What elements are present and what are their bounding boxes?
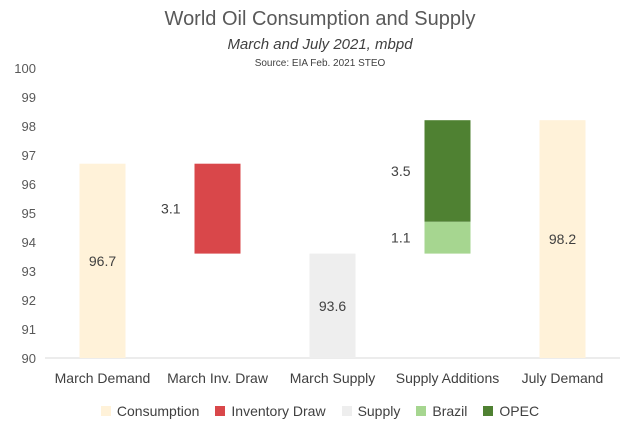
legend-label: OPEC bbox=[499, 403, 540, 419]
legend-swatch bbox=[215, 406, 226, 416]
y-tick-label: 91 bbox=[22, 322, 36, 337]
legend-item: Supply bbox=[341, 403, 401, 419]
y-tick-label: 97 bbox=[22, 148, 36, 163]
y-tick-label: 94 bbox=[22, 235, 36, 250]
data-label: 96.7 bbox=[89, 253, 116, 269]
waterfall-chart: 90 91 92 93 94 95 96 97 98 99 100 96.7 3.1 93.6 1.1 3.5… bbox=[14, 61, 620, 386]
legend-label: Consumption bbox=[116, 403, 200, 419]
legend-label: Brazil bbox=[432, 403, 468, 419]
data-label: 3.1 bbox=[161, 201, 181, 217]
bar-opec bbox=[424, 120, 471, 222]
y-tick-label: 93 bbox=[22, 264, 36, 279]
legend-swatch bbox=[416, 406, 427, 416]
y-tick-label: 95 bbox=[22, 206, 36, 221]
chart-title: World Oil Consumption and Supply bbox=[164, 8, 476, 30]
data-label: 1.1 bbox=[391, 230, 411, 246]
x-category-label: Supply Additions bbox=[396, 370, 500, 386]
legend-swatch bbox=[100, 406, 111, 416]
legend-item: OPEC bbox=[483, 403, 539, 419]
bar-consumption bbox=[539, 120, 586, 358]
bar-supply bbox=[309, 253, 356, 358]
x-category-label: March Inv. Draw bbox=[167, 370, 269, 386]
y-tick-label: 100 bbox=[14, 61, 36, 76]
legend-swatch bbox=[483, 406, 494, 416]
y-tick-label: 99 bbox=[22, 90, 36, 105]
bar-consumption bbox=[79, 163, 126, 358]
bar-brazil bbox=[424, 221, 471, 254]
legend-swatch bbox=[341, 406, 352, 416]
chart-subtitle: March and July 2021, mbpd bbox=[227, 36, 413, 53]
data-label: 93.6 bbox=[319, 298, 346, 314]
legend-item: Brazil bbox=[416, 403, 467, 419]
y-tick-label: 90 bbox=[22, 351, 36, 366]
y-tick-label: 96 bbox=[22, 177, 36, 192]
bar-inventory-draw bbox=[194, 163, 241, 254]
chart-legend: Consumption Inventory Draw Supply Brazil OPE… bbox=[0, 403, 640, 419]
legend-label: Supply bbox=[357, 403, 401, 419]
x-category-label: March Demand bbox=[55, 370, 151, 386]
y-tick-label: 98 bbox=[22, 119, 36, 134]
y-tick-label: 92 bbox=[22, 293, 36, 308]
x-category-label: July Demand bbox=[522, 370, 604, 386]
x-category-label: March Supply bbox=[290, 370, 376, 386]
legend-label: Inventory Draw bbox=[231, 403, 326, 419]
legend-item: Consumption bbox=[100, 403, 200, 419]
data-label: 3.5 bbox=[391, 163, 411, 179]
legend-item: Inventory Draw bbox=[215, 403, 326, 419]
data-label: 98.2 bbox=[549, 231, 576, 247]
chart-source: Source: EIA Feb. 2021 STEO bbox=[254, 58, 386, 69]
